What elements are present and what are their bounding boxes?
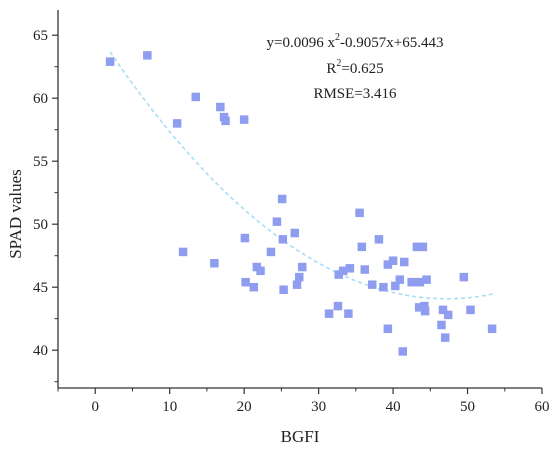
data-point — [443, 310, 453, 320]
y-tick-label: 50 — [33, 217, 48, 233]
data-point — [459, 272, 469, 282]
y-tick-label: 60 — [33, 91, 48, 107]
data-point — [191, 92, 200, 102]
data-point — [241, 277, 250, 287]
data-point — [210, 259, 219, 268]
rmse-annotation: RMSE=3.416 — [313, 86, 397, 102]
data-point — [357, 242, 367, 252]
data-point — [355, 208, 364, 218]
data-point — [295, 272, 304, 282]
data-point — [272, 217, 282, 226]
data-point — [383, 260, 393, 269]
data-point — [344, 309, 353, 318]
data-point — [420, 306, 430, 316]
data-point — [256, 266, 265, 276]
data-point — [418, 242, 428, 252]
x-tick-label: 40 — [386, 399, 401, 415]
data-point — [105, 57, 115, 66]
data-point — [379, 282, 388, 292]
x-axis-title: BGFI — [281, 427, 320, 446]
equation-annotation: y=0.0096 x2-0.9057x+65.443 — [267, 32, 444, 51]
data-point — [466, 305, 475, 315]
data-point — [345, 264, 355, 273]
y-tick-label: 55 — [33, 154, 48, 170]
data-point — [216, 102, 225, 112]
data-point — [407, 277, 416, 287]
data-point — [172, 119, 182, 128]
data-point — [239, 115, 249, 124]
data-point — [360, 265, 370, 274]
data-point — [412, 242, 422, 252]
data-point — [388, 256, 398, 265]
data-point — [391, 281, 400, 291]
data-point — [334, 270, 343, 279]
data-point — [297, 262, 307, 272]
data-point — [338, 266, 348, 276]
y-tick-label: 45 — [33, 280, 48, 296]
x-tick-label: 60 — [535, 399, 550, 415]
data-point — [383, 324, 393, 334]
x-tick-label: 50 — [460, 399, 475, 415]
data-point — [440, 333, 450, 342]
data-point — [395, 275, 405, 284]
data-point — [422, 275, 431, 284]
y-tick-label: 65 — [33, 28, 48, 44]
x-tick-label: 20 — [237, 399, 252, 415]
x-tick-label: 30 — [311, 399, 326, 415]
data-point — [420, 301, 429, 311]
fit-curve — [109, 51, 494, 300]
data-point — [414, 303, 424, 312]
data-point — [221, 116, 230, 126]
data-point — [398, 347, 408, 356]
y-tick-label: 40 — [33, 343, 48, 359]
data-point — [438, 305, 448, 315]
data-point — [437, 320, 446, 330]
data-point — [249, 282, 259, 292]
data-point — [333, 301, 343, 311]
y-axis-title: SPAD values — [6, 169, 25, 259]
data-point — [143, 51, 152, 60]
data-point — [324, 309, 334, 318]
data-point — [279, 285, 288, 294]
data-point — [415, 277, 425, 287]
x-tick-label: 10 — [162, 399, 177, 415]
data-point — [278, 235, 288, 244]
data-point — [290, 228, 300, 238]
data-point — [400, 257, 409, 267]
r-squared-annotation: R2=0.625 — [326, 58, 383, 77]
data-point — [367, 280, 377, 289]
data-point — [487, 324, 497, 334]
data-point — [240, 233, 250, 243]
x-tick-label: 0 — [91, 399, 99, 415]
data-point — [292, 280, 302, 289]
data-point — [178, 247, 188, 257]
data-point — [277, 194, 287, 204]
data-point — [266, 247, 276, 257]
data-point — [374, 235, 384, 244]
